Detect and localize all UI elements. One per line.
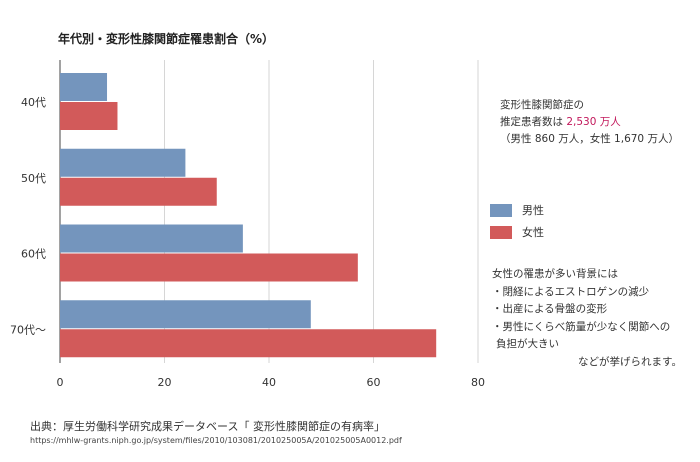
background-note: 女性の罹患が多い背景には ・閉経によるエストロゲンの減少 ・出産による骨盤の変形… <box>492 266 682 371</box>
x-tick-label: 20 <box>158 376 172 389</box>
x-tick-label: 60 <box>367 376 381 389</box>
background-item: ・男性にくらべ筋量が少なく関節への <box>492 320 671 333</box>
bar-female <box>60 253 358 282</box>
bar-female <box>60 177 217 206</box>
estimate-note: 変形性膝関節症の 推定患者数は 2,530 万人 （男性 860 万人，女性 1… <box>500 97 679 148</box>
legend-item-female: 女性 <box>490 221 544 243</box>
background-item: ・出産による骨盤の変形 <box>492 303 608 315</box>
background-item-cont: 負担が大きい <box>496 338 559 350</box>
bar-female <box>60 329 437 358</box>
legend-label-female: 女性 <box>522 226 544 239</box>
estimate-prefix: 推定患者数は <box>500 116 567 128</box>
chart-title: 年代別・変形性膝関節症罹患割合（%） <box>58 32 275 46</box>
x-tick-label: 80 <box>471 376 485 389</box>
source-url: https://mhlw-grants.niph.go.jp/system/fi… <box>30 436 402 445</box>
source-citation: 出典：厚生労働科学研究成果データベース「 変形性膝関節症の有病率」 <box>30 420 385 433</box>
bar-male <box>60 148 186 177</box>
legend-swatch-male <box>490 203 512 217</box>
estimate-line3: （男性 860 万人，女性 1,670 万人） <box>500 133 679 145</box>
legend-item-male: 男性 <box>490 199 544 221</box>
estimate-line2: 推定患者数は 2,530 万人 <box>500 114 679 131</box>
category-label: 70代〜 <box>10 323 46 336</box>
bar-male <box>60 224 243 253</box>
estimate-highlight: 2,530 万人 <box>566 116 621 128</box>
bar-female <box>60 102 118 130</box>
legend-label-male: 男性 <box>522 204 544 217</box>
category-label: 50代 <box>21 172 46 185</box>
background-item: ・閉経によるエストロゲンの減少 <box>492 285 650 298</box>
background-closing: などが挙げられます。 <box>578 355 682 368</box>
category-label: 60代 <box>21 248 46 261</box>
bar-male <box>60 73 108 101</box>
legend-swatch-female <box>490 225 512 239</box>
legend: 男性 女性 <box>490 199 544 243</box>
x-tick-label: 40 <box>262 376 276 389</box>
category-label: 40代 <box>21 96 46 109</box>
bar-male <box>60 300 311 329</box>
background-heading: 女性の罹患が多い背景には <box>492 268 618 280</box>
estimate-line1: 変形性膝関節症の <box>500 99 584 111</box>
x-tick-label: 0 <box>57 376 64 389</box>
